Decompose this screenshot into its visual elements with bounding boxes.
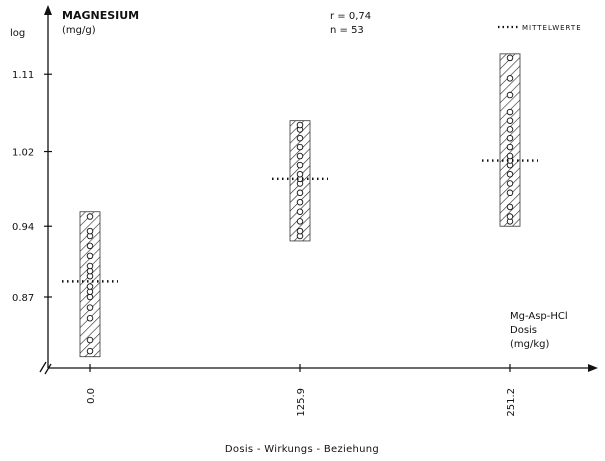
data-point bbox=[86, 293, 94, 301]
data-point bbox=[86, 262, 94, 270]
data-point bbox=[506, 203, 514, 211]
data-point bbox=[296, 152, 304, 160]
data-point bbox=[506, 213, 514, 220]
axis-break-mark bbox=[39, 361, 52, 375]
data-point bbox=[506, 170, 514, 178]
data-point bbox=[296, 198, 304, 206]
data-point bbox=[86, 283, 94, 290]
data-point bbox=[296, 208, 304, 216]
data-point bbox=[506, 75, 514, 82]
x-axis-title-line-2: Dosis bbox=[510, 325, 537, 336]
x-axis-arrow bbox=[588, 364, 598, 372]
data-point bbox=[506, 54, 514, 62]
data-point bbox=[86, 347, 94, 355]
chart-caption: Dosis - Wirkungs - Beziehung bbox=[225, 444, 379, 455]
data-point bbox=[506, 108, 514, 116]
y-axis-arrow bbox=[44, 5, 52, 15]
y-tick-label: 1.02 bbox=[12, 148, 34, 159]
x-tick-group: 0.0 125.9 251.2 bbox=[86, 364, 517, 417]
data-point bbox=[506, 189, 514, 197]
data-point bbox=[506, 117, 514, 124]
data-point bbox=[506, 152, 514, 160]
y-tick-label: 0.94 bbox=[12, 222, 34, 233]
data-point bbox=[296, 218, 304, 225]
plot-area bbox=[62, 53, 538, 358]
data-point bbox=[296, 189, 304, 197]
data-point bbox=[296, 143, 304, 151]
y-axis-title: MAGNESIUM bbox=[62, 9, 139, 22]
x-tick-label: 251.2 bbox=[506, 388, 517, 417]
y-axis-unit: (mg/g) bbox=[62, 25, 96, 36]
data-point bbox=[86, 336, 94, 344]
x-axis-title-line-1: Mg-Asp-HCl bbox=[510, 311, 568, 322]
x-tick-label: 125.9 bbox=[296, 388, 307, 417]
data-point bbox=[86, 304, 94, 311]
data-point bbox=[506, 180, 514, 187]
y-scale-label: log bbox=[10, 28, 25, 39]
legend-label: MITTELWERTE bbox=[522, 24, 582, 32]
x-axis-title-line-3: (mg/kg) bbox=[510, 339, 549, 350]
y-tick-label: 0.87 bbox=[12, 293, 34, 304]
data-point bbox=[86, 288, 94, 296]
data-point bbox=[296, 170, 304, 178]
data-point bbox=[296, 161, 304, 169]
data-point bbox=[86, 213, 94, 220]
data-point bbox=[86, 227, 94, 235]
data-point bbox=[86, 242, 94, 250]
legend: MITTELWERTE bbox=[498, 24, 582, 32]
data-point bbox=[86, 252, 94, 260]
x-tick-label: 0.0 bbox=[86, 388, 97, 404]
stat-n: n = 53 bbox=[330, 25, 364, 36]
y-tick-group: 0.87 0.94 1.02 1.11 bbox=[12, 70, 52, 304]
y-tick-label: 1.11 bbox=[12, 70, 34, 81]
data-point bbox=[506, 126, 514, 133]
data-point bbox=[296, 134, 304, 142]
stat-r: r = 0,74 bbox=[330, 11, 371, 22]
data-point bbox=[506, 143, 514, 151]
data-point bbox=[506, 91, 514, 99]
data-point bbox=[506, 134, 514, 142]
data-point bbox=[296, 227, 304, 235]
data-point bbox=[86, 315, 94, 322]
data-point bbox=[296, 121, 304, 129]
